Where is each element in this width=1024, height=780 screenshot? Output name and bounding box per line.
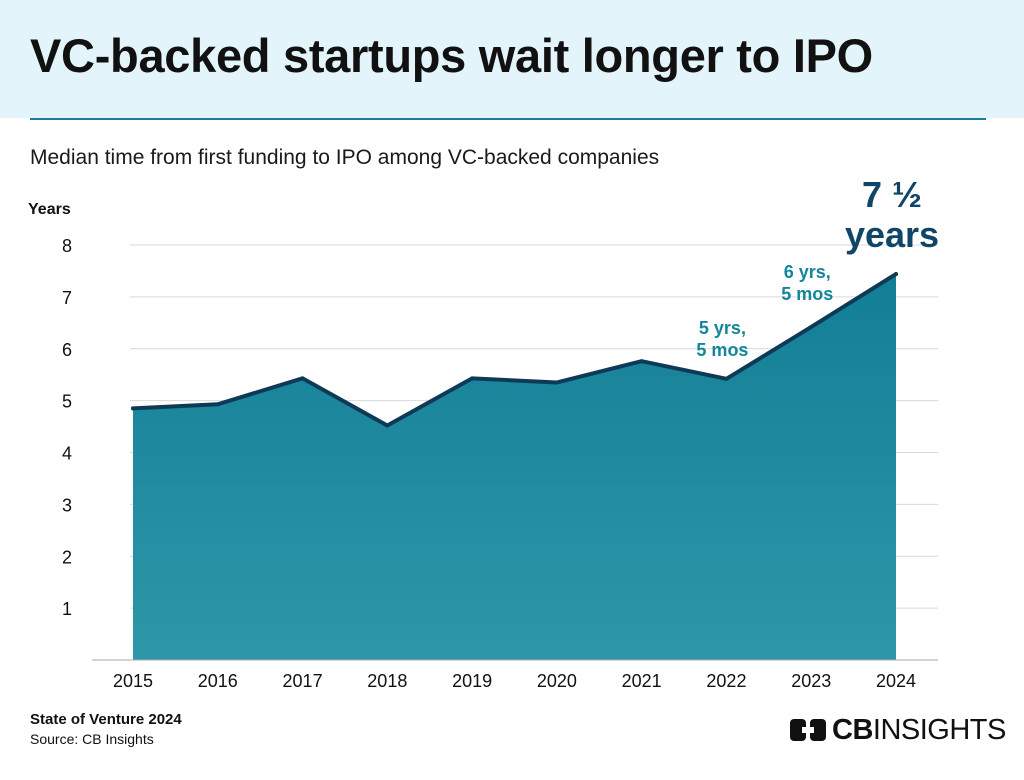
header-divider [30, 118, 986, 120]
footer-report-title: State of Venture 2024 [30, 711, 182, 728]
x-tick-label-2017: 2017 [283, 671, 323, 691]
y-tick-label-4: 4 [62, 444, 72, 464]
logo-wordmark-bold: CB [832, 713, 873, 746]
data-point-2016 [215, 402, 220, 407]
y-tick-label-5: 5 [62, 392, 72, 412]
series-line [131, 272, 898, 428]
y-tick-label-6: 6 [62, 340, 72, 360]
data-point-2020 [554, 380, 559, 385]
annotation-2022-line-1: 5 yrs, [699, 318, 746, 338]
y-tick-label-1: 1 [62, 599, 72, 619]
x-tick-label-2022: 2022 [706, 671, 746, 691]
x-tick-label-2021: 2021 [622, 671, 662, 691]
logo-wordmark: CBINSIGHTS [832, 714, 1006, 747]
header-banner: VC-backed startups wait longer to IPO [0, 0, 1024, 118]
x-tick-label-2015: 2015 [113, 671, 153, 691]
x-tick-label-2016: 2016 [198, 671, 238, 691]
y-tick-label-3: 3 [62, 495, 72, 515]
y-axis-title: Years [28, 201, 71, 218]
y-tick-label-8: 8 [62, 236, 72, 256]
data-point-2022 [724, 376, 729, 381]
annotation-2023-line-1: 6 yrs, [784, 262, 831, 282]
data-point-2024 [894, 272, 898, 277]
data-point-2015 [131, 406, 135, 411]
data-point-2018 [385, 423, 390, 428]
cb-insights-logo: CBINSIGHTS [790, 714, 1006, 746]
page-title: VC-backed startups wait longer to IPO [30, 29, 873, 82]
chart-subtitle: Median time from first funding to IPO am… [30, 146, 660, 169]
x-tick-label-2018: 2018 [367, 671, 407, 691]
cb-insights-logo-icon [790, 719, 826, 741]
data-point-2017 [300, 376, 305, 381]
data-point-2021 [639, 359, 644, 364]
x-tick-label-2024: 2024 [876, 671, 916, 691]
x-tick-label-2023: 2023 [791, 671, 831, 691]
annotation-2024-line-1: 7 ½ [862, 174, 922, 215]
annotation-2024-line-2: years [845, 214, 939, 255]
y-tick-label-2: 2 [62, 547, 72, 567]
x-tick-label-2020: 2020 [537, 671, 577, 691]
annotation-2022-line-2: 5 mos [696, 340, 748, 360]
area-fill [133, 274, 896, 660]
data-point-2019 [470, 376, 475, 381]
x-tick-label-2019: 2019 [452, 671, 492, 691]
y-tick-label-7: 7 [62, 288, 72, 308]
logo-wordmark-regular: INSIGHTS [872, 713, 1006, 746]
annotation-2023-line-2: 5 mos [781, 284, 833, 304]
data-point-2023 [809, 324, 814, 329]
footer-source: Source: CB Insights [30, 731, 154, 747]
